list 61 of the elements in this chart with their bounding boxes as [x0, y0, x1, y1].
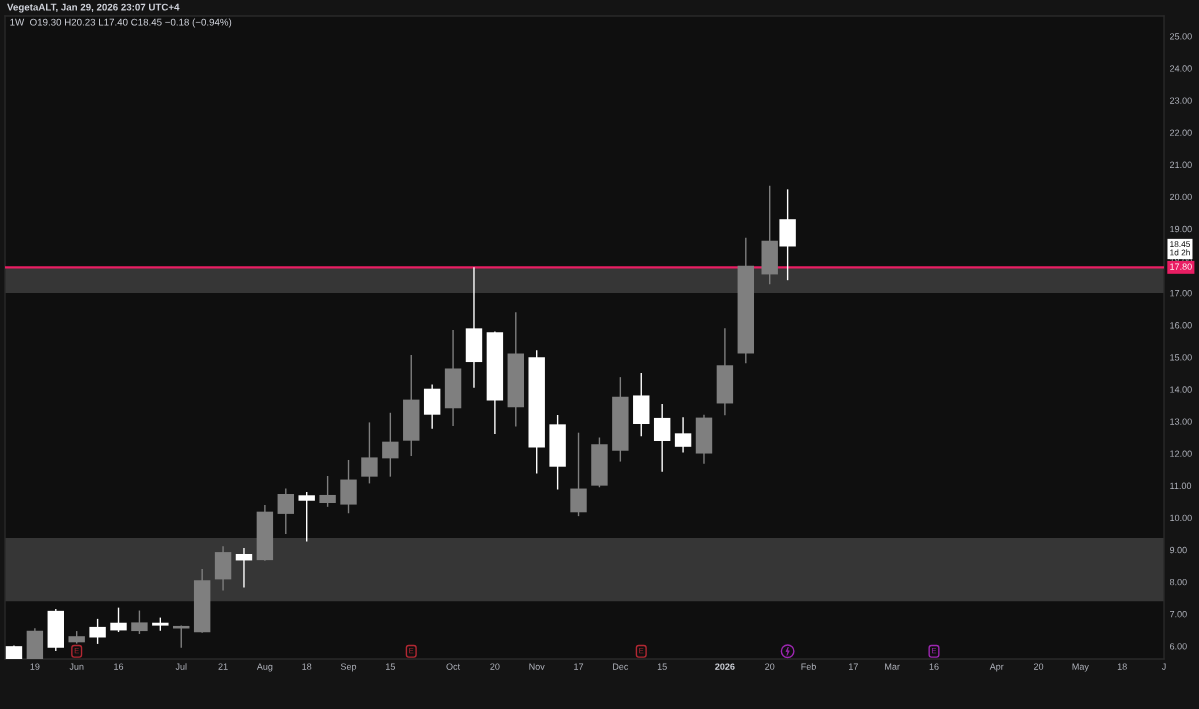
y-tick-label: 13.00 — [1170, 418, 1192, 425]
chart-title: 1W O19.30 H20.23 L17.40 C18.45 −0.18 (−0.94%) — [10, 18, 232, 28]
x-tick-label: Jun — [69, 663, 84, 670]
candlestick — [89, 618, 106, 645]
x-tick-label: 16 — [114, 663, 124, 670]
x-tick-label: Oct — [446, 663, 461, 670]
candlestick — [277, 487, 294, 535]
candlestick — [235, 547, 253, 589]
candlestick — [298, 491, 315, 543]
y-tick-label: 16.00 — [1170, 322, 1192, 329]
y-tick-label: 15.00 — [1170, 354, 1192, 361]
y-tick-label: 22.00 — [1170, 129, 1192, 136]
x-tick-label: Jul — [175, 663, 187, 670]
y-tick-label: 14.00 — [1170, 386, 1192, 393]
y-tick-label: 19.00 — [1170, 225, 1192, 233]
y-tick-label: 25.00 — [1170, 33, 1192, 40]
x-tick-label: 16 — [929, 663, 939, 670]
candlestick — [319, 475, 336, 508]
x-tick-label: Aug — [256, 663, 273, 672]
x-tick-label: J — [1161, 663, 1166, 670]
x-tick-label: Nov — [529, 663, 545, 670]
x-tick-label: Apr — [989, 663, 1004, 672]
candlestick — [361, 421, 378, 485]
y-tick-label: 21.00 — [1170, 161, 1192, 168]
ref-line-label: 17.80 — [1170, 263, 1192, 270]
text: 18.45 1d 2h — [1170, 241, 1191, 256]
x-tick-label: Feb — [801, 663, 816, 670]
y-tick-label: 20.00 — [1170, 193, 1192, 201]
y-tick-label: 6.00 — [1170, 643, 1187, 650]
x-tick-label: 18 — [1117, 663, 1127, 670]
x-tick-label: 2026 — [715, 663, 735, 670]
x-tick-label: May — [1072, 663, 1089, 672]
y-tick-label: 7.00 — [1170, 611, 1187, 618]
x-tick-label: 20 — [490, 663, 500, 670]
x-tick-label: 18 — [302, 663, 312, 670]
candlestick — [110, 606, 127, 633]
candlestick — [382, 412, 399, 478]
x-tick-label: Sep — [340, 663, 357, 672]
candlestick — [674, 416, 692, 454]
y-tick-label: 23.00 — [1170, 97, 1192, 104]
x-tick-label: 17 — [574, 663, 584, 670]
y-tick-label: 10.00 — [1170, 514, 1192, 522]
y-tick-label: 12.00 — [1170, 450, 1192, 457]
text: VegetaALT, Jan 29, 2026 23:07 UTC+4 — [7, 3, 180, 13]
x-tick-label: 15 — [657, 663, 667, 670]
x-tick-label: 20 — [765, 663, 775, 670]
candlestick — [131, 609, 148, 635]
x-tick-label: 17 — [849, 663, 858, 670]
y-tick-label: 8.00 — [1169, 578, 1187, 586]
y-tick-label: 11.00 — [1170, 482, 1192, 490]
x-tick-label: 20 — [1033, 663, 1044, 670]
x-tick-label: 21 — [218, 663, 228, 670]
x-tick-label: 19 — [30, 663, 40, 670]
y-tick-label: 24.00 — [1170, 65, 1192, 72]
candlestick — [570, 431, 587, 517]
y-tick-label: 17.00 — [1170, 290, 1192, 297]
x-tick-label: 15 — [386, 663, 395, 670]
x-tick-label: Mar — [885, 663, 900, 670]
y-tick-label: 9.00 — [1169, 546, 1187, 554]
x-tick-label: Dec — [613, 663, 629, 670]
candlestick — [653, 403, 671, 473]
